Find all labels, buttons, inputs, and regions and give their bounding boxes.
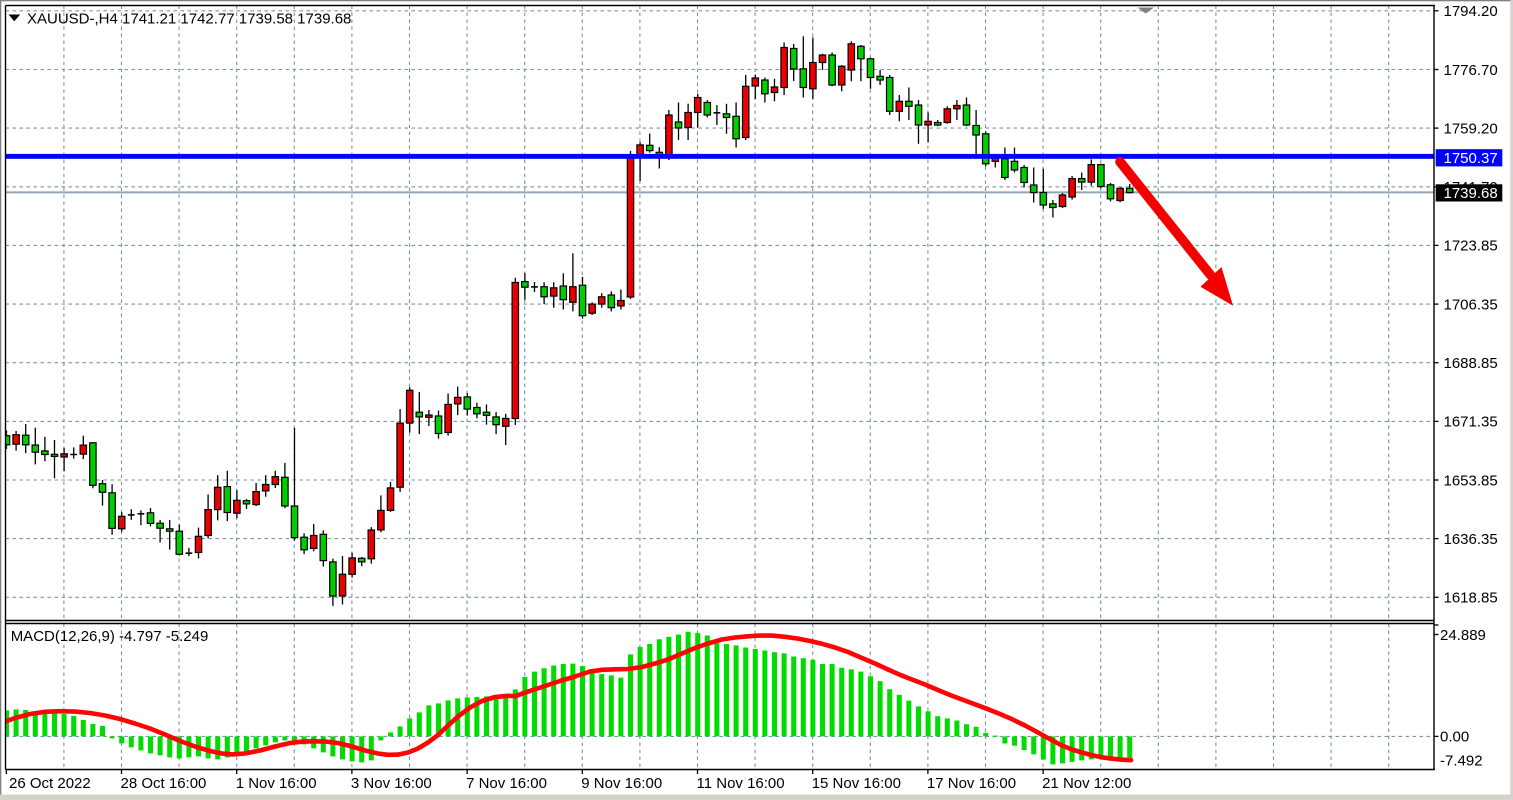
svg-text:11 Nov 16:00: 11 Nov 16:00: [697, 775, 785, 792]
svg-text:1671.35: 1671.35: [1444, 414, 1498, 431]
svg-text:1739.68: 1739.68: [1444, 185, 1498, 202]
svg-text:1750.37: 1750.37: [1444, 150, 1498, 167]
svg-text:1759.20: 1759.20: [1444, 120, 1498, 137]
svg-text:0.00: 0.00: [1440, 729, 1469, 746]
svg-text:1723.85: 1723.85: [1444, 238, 1498, 255]
svg-text:28 Oct 16:00: 28 Oct 16:00: [121, 775, 207, 792]
svg-text:3 Nov 16:00: 3 Nov 16:00: [351, 775, 432, 792]
svg-text:7 Nov 16:00: 7 Nov 16:00: [466, 775, 547, 792]
svg-text:1688.85: 1688.85: [1444, 355, 1498, 372]
svg-text:21 Nov 12:00: 21 Nov 12:00: [1042, 775, 1131, 792]
svg-text:24.889: 24.889: [1440, 627, 1486, 644]
svg-text:MACD(12,26,9) -4.797 -5.249: MACD(12,26,9) -4.797 -5.249: [11, 628, 209, 645]
svg-text:1794.20: 1794.20: [1444, 3, 1498, 20]
svg-text:1776.70: 1776.70: [1444, 62, 1498, 79]
svg-text:XAUUSD-,H4 1741.21 1742.77 173: XAUUSD-,H4 1741.21 1742.77 1739.58 1739.…: [27, 10, 351, 27]
svg-text:1653.85: 1653.85: [1444, 472, 1498, 489]
svg-text:26 Oct 2022: 26 Oct 2022: [9, 775, 91, 792]
svg-text:15 Nov 16:00: 15 Nov 16:00: [812, 775, 901, 792]
svg-text:-7.492: -7.492: [1440, 753, 1483, 770]
svg-text:1706.35: 1706.35: [1444, 296, 1498, 313]
svg-text:1636.35: 1636.35: [1444, 531, 1498, 548]
svg-text:1 Nov 16:00: 1 Nov 16:00: [236, 775, 317, 792]
svg-text:9 Nov 16:00: 9 Nov 16:00: [581, 775, 662, 792]
svg-text:1618.85: 1618.85: [1444, 590, 1498, 607]
svg-text:17 Nov 16:00: 17 Nov 16:00: [927, 775, 1016, 792]
